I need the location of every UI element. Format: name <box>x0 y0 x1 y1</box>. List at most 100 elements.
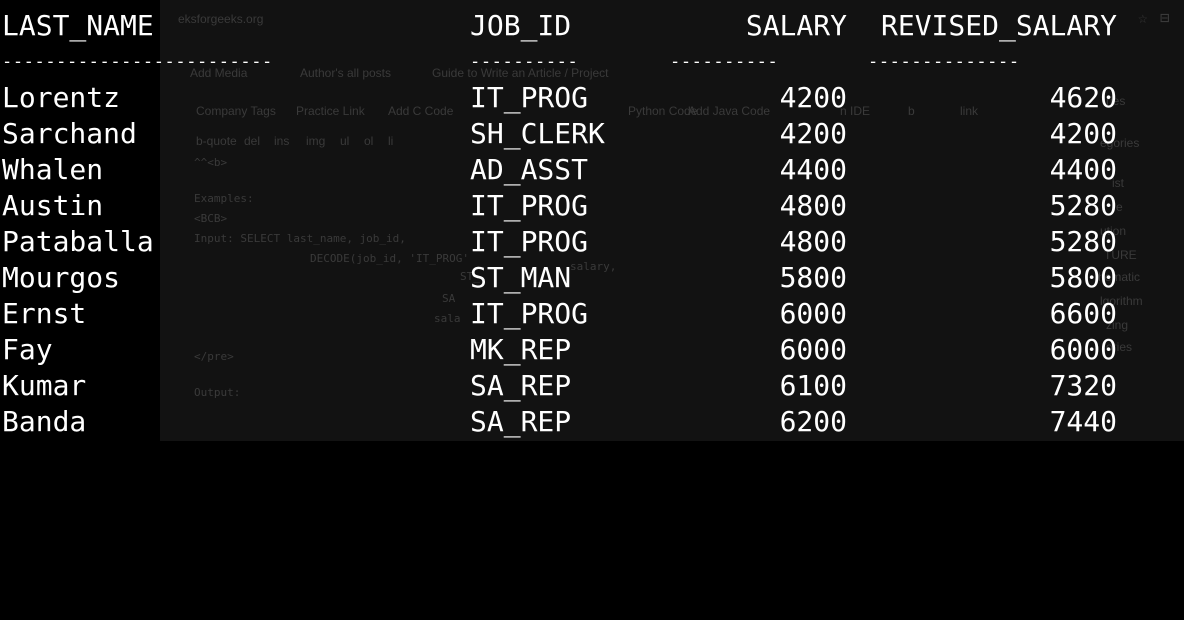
separator-revised-salary: -------------- <box>868 52 1020 72</box>
table-row: Whalen AD_ASST 4400 4400 <box>2 152 1117 188</box>
background-url: eksforgeeks.org <box>178 12 264 26</box>
cell-last-name: Ernst <box>2 297 87 330</box>
bg-sidebar-item: ries <box>1106 94 1126 108</box>
bg-format-button: b <box>908 104 915 118</box>
bg-quicktag: b-quote <box>196 134 237 148</box>
bg-format-button: Add C Code <box>388 104 454 118</box>
bg-format-button: link <box>960 104 979 118</box>
bg-quicktag: img <box>306 134 326 148</box>
cell-last-name: Banda <box>2 405 87 438</box>
bg-sidebar-item: lgorithm <box>1100 294 1143 308</box>
bg-editor-line: DECODE(job_id, 'IT_PROG' <box>310 252 469 265</box>
cell-salary: 4200 <box>779 117 847 150</box>
bg-format-button: Add Java Code <box>688 104 771 118</box>
cell-job-id: SH_CLERK <box>470 117 605 150</box>
separator-last-name: ------------------------- <box>2 52 273 72</box>
background-browser-page: eksforgeeks.org ☆ ⊟ Add Media Author's a… <box>160 0 1184 441</box>
cell-job-id: SA_REP <box>470 369 572 402</box>
table-row: Banda SA_REP 6200 7440 <box>2 404 1117 440</box>
table-row: Austin IT_PROG 4800 5280 <box>2 188 1117 224</box>
cell-last-name: Lorentz <box>2 81 121 114</box>
cell-salary: 6000 <box>779 333 847 366</box>
cell-last-name: Whalen <box>2 153 104 186</box>
separator-row: ------------------------- ---------- ---… <box>2 44 1019 80</box>
cell-last-name: Mourgos <box>2 261 121 294</box>
header-row: LAST_NAME JOB_ID SALARY REVISED_SALARY <box>2 8 1117 44</box>
bg-editor-line: ^^<b> <box>194 156 228 169</box>
cell-job-id: AD_ASST <box>470 153 589 186</box>
bg-quicktag: li <box>388 134 394 148</box>
header-revised-salary: REVISED_SALARY <box>880 9 1117 42</box>
cell-salary: 6100 <box>779 369 847 402</box>
cell-last-name: Kumar <box>2 369 87 402</box>
cell-revised-salary: 6600 <box>1049 297 1117 330</box>
cell-revised-salary: 7320 <box>1049 369 1117 402</box>
table-row: Sarchand SH_CLERK 4200 4200 <box>2 116 1117 152</box>
cell-salary: 4800 <box>779 225 847 258</box>
cell-salary: 5800 <box>779 261 847 294</box>
bg-sidebar-item: zing <box>1106 318 1129 332</box>
cell-job-id: SA_REP <box>470 405 572 438</box>
bg-quicktag: ins <box>274 134 290 148</box>
cell-job-id: MK_REP <box>470 333 572 366</box>
table-row: Ernst IT_PROG 6000 6600 <box>2 296 1117 332</box>
cell-revised-salary: 5800 <box>1049 261 1117 294</box>
bg-editor-line: Output: <box>194 386 241 399</box>
cell-last-name: Austin <box>2 189 104 222</box>
cell-salary: 6200 <box>779 405 847 438</box>
cell-revised-salary: 4400 <box>1049 153 1117 186</box>
cell-salary: 4800 <box>779 189 847 222</box>
table-row: Lorentz IT_PROG 4200 4620 <box>2 80 1117 116</box>
bg-toolbar-item: Author's all posts <box>300 66 392 80</box>
bg-quicktag: ul <box>340 134 350 148</box>
cell-last-name: Pataballa <box>2 225 154 258</box>
header-last-name: LAST_NAME <box>2 9 154 42</box>
cell-revised-salary: 6000 <box>1049 333 1117 366</box>
cell-job-id: IT_PROG <box>470 81 589 114</box>
bg-sidebar-item: ist <box>1112 176 1124 190</box>
separator-job-id: ---------- <box>470 52 579 72</box>
bg-editor-line: Examples: <box>194 192 254 205</box>
bg-editor-line: salary, <box>570 260 617 273</box>
cell-salary: 6000 <box>779 297 847 330</box>
cell-job-id: IT_PROG <box>470 297 589 330</box>
terminal-output: LAST_NAME JOB_ID SALARY REVISED_SALARY -… <box>2 8 1117 440</box>
bg-quicktag: ol <box>364 134 374 148</box>
bg-sidebar-item: TURE <box>1104 248 1137 262</box>
cell-last-name: Fay <box>2 333 53 366</box>
cell-revised-salary: 4200 <box>1049 117 1117 150</box>
cell-revised-salary: 4620 <box>1049 81 1117 114</box>
bg-toolbar-item: Add Media <box>190 66 248 80</box>
cell-last-name: Sarchand <box>2 117 137 150</box>
bg-sidebar-item: e <box>1116 200 1123 214</box>
bg-toolbar-item: Guide to Write an Article / Project <box>432 66 609 80</box>
bg-editor-line: ST_ <box>460 270 480 283</box>
bg-format-button: Python Code <box>628 104 698 118</box>
table-row: Fay MK_REP 6000 6000 <box>2 332 1117 368</box>
cell-revised-salary: 5280 <box>1049 225 1117 258</box>
cell-revised-salary: 7440 <box>1049 405 1117 438</box>
bg-quicktag: del <box>244 134 261 148</box>
cell-salary: 4400 <box>779 153 847 186</box>
bg-editor-line: sala <box>434 312 461 325</box>
table-row: Mourgos ST_MAN 5800 5800 <box>2 260 1117 296</box>
bg-format-button: n IDE <box>840 104 871 118</box>
bg-sidebar-item: ories <box>1106 340 1133 354</box>
bg-sidebar-item: ution <box>1100 224 1127 238</box>
cell-salary: 4200 <box>779 81 847 114</box>
cell-revised-salary: 5280 <box>1049 189 1117 222</box>
bg-editor-line: <BCB> <box>194 212 228 225</box>
bg-editor-line: SA <box>442 292 456 305</box>
table-row: Kumar SA_REP 6100 7320 <box>2 368 1117 404</box>
cell-job-id: ST_MAN <box>470 261 572 294</box>
table-row: Pataballa IT_PROG 4800 5280 <box>2 224 1117 260</box>
cell-job-id: IT_PROG <box>470 189 589 222</box>
bg-editor-line: </pre> <box>194 350 234 363</box>
bg-sidebar-item: egories <box>1100 136 1140 150</box>
header-salary: SALARY <box>745 9 847 42</box>
menu-icon: ⊟ <box>1160 8 1170 27</box>
bg-format-button: Practice Link <box>296 104 365 118</box>
header-job-id: JOB_ID <box>470 9 572 42</box>
bg-sidebar-item: hematic <box>1098 270 1141 284</box>
bg-editor-line: Input: SELECT last_name, job_id, <box>194 232 406 245</box>
